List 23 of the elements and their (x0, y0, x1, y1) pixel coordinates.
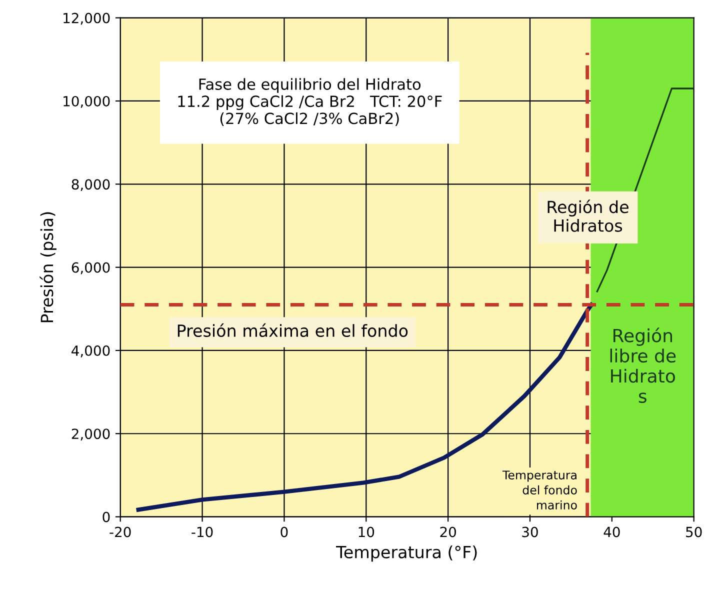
x-tick-label: 0 (280, 526, 288, 538)
x-tick-label: -10 (192, 526, 213, 538)
band-label: Región libre de Hidrato s (610, 328, 676, 404)
x-axis-title: Temperatura (°F) (336, 546, 477, 562)
x-tick-label: 20 (440, 526, 456, 538)
y-tick-label: 6,000 (72, 262, 110, 274)
annotation: Región de Hidratos (548, 200, 628, 232)
x-tick-label: 10 (358, 526, 374, 538)
y-tick-label: 12,000 (64, 12, 110, 25)
y-tick-label: 2,000 (72, 428, 110, 441)
y-tick-label: 4,000 (72, 345, 110, 358)
annotation: Fase de equilibrio del Hidrato 11.2 ppg CaCl2 /Ca Br2 TCT: 20°F (27% CaCl2 /3% CaBr2) (178, 78, 442, 126)
ref-line-label: Presión máxima en el fondo (178, 323, 408, 337)
y-tick-label: 8,000 (72, 179, 110, 192)
x-tick-label: -20 (110, 526, 131, 538)
x-tick-label: 40 (604, 526, 620, 538)
y-tick-label: 0 (102, 512, 110, 522)
ref-line-label: Temperatura del fondo marino (502, 470, 577, 510)
x-tick-label: 30 (522, 526, 538, 538)
y-axis-title: Presión (psia) (40, 212, 56, 322)
line-series (136, 302, 594, 512)
y-tick-label: 10,000 (64, 96, 110, 108)
x-tick-label: 50 (686, 526, 702, 538)
